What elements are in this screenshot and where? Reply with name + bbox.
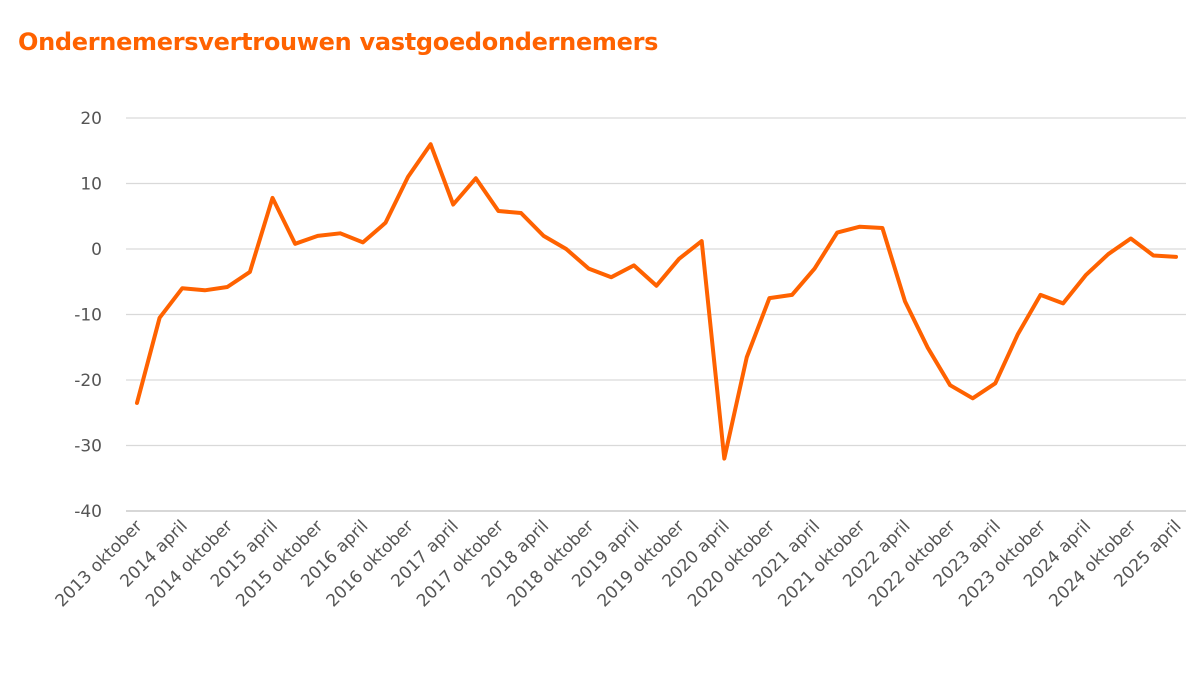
y-tick-label: -10: [74, 306, 102, 326]
data-point: [316, 234, 320, 238]
data-point: [903, 299, 907, 303]
data-point: [383, 221, 387, 225]
data-point: [1174, 255, 1178, 259]
data-point: [971, 396, 975, 400]
data-point: [474, 176, 478, 180]
data-point: [1061, 301, 1065, 305]
series-layer: [135, 142, 1178, 461]
data-point: [496, 209, 500, 213]
data-point: [519, 211, 523, 215]
data-point: [993, 381, 997, 385]
data-point: [655, 284, 659, 288]
data-point: [587, 267, 591, 271]
data-point: [225, 285, 229, 289]
data-point: [338, 231, 342, 235]
y-tick-label: -20: [74, 371, 102, 391]
data-point: [926, 345, 930, 349]
data-point: [271, 196, 275, 200]
gridlines: [126, 117, 1186, 512]
data-point: [564, 247, 568, 251]
data-point: [700, 239, 704, 243]
data-point: [767, 296, 771, 300]
data-point: [406, 175, 410, 179]
data-point: [542, 234, 546, 238]
data-point: [158, 316, 162, 320]
data-point: [948, 383, 952, 387]
y-tick-label: -30: [74, 437, 102, 457]
data-point: [722, 457, 726, 461]
y-tick-label: -40: [74, 502, 102, 522]
data-point: [451, 202, 455, 206]
data-point: [135, 401, 139, 405]
data-point: [745, 355, 749, 359]
data-point: [180, 286, 184, 290]
data-point: [790, 293, 794, 297]
data-point: [1016, 332, 1020, 336]
data-point: [248, 270, 252, 274]
y-axis-ticks: 20 10 0 -10 -20 -30 -40: [74, 109, 102, 522]
series-line: [135, 142, 1178, 461]
data-point: [609, 275, 613, 279]
data-point: [632, 263, 636, 267]
data-point: [858, 225, 862, 229]
data-point: [293, 242, 297, 246]
data-point: [1038, 293, 1042, 297]
data-point: [1129, 237, 1133, 241]
data-point: [1151, 254, 1155, 258]
data-point: [1106, 252, 1110, 256]
y-tick-label: 20: [80, 109, 102, 129]
data-point: [1084, 273, 1088, 277]
data-point: [813, 267, 817, 271]
y-tick-label: 0: [91, 240, 102, 260]
data-point: [835, 231, 839, 235]
y-tick-label: 10: [80, 175, 102, 195]
data-point: [203, 288, 207, 292]
data-point: [880, 226, 884, 230]
chart-title: Ondernemersvertrouwen vastgoedondernemer…: [18, 28, 659, 56]
data-point: [361, 240, 365, 244]
data-point: [429, 142, 433, 146]
data-point: [677, 257, 681, 261]
